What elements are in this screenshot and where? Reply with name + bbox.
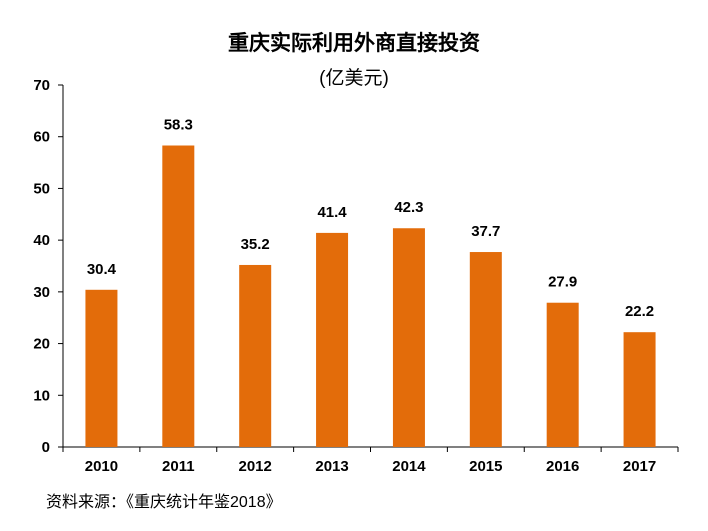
x-tick-label-2012: 2012 <box>239 458 272 475</box>
chart-title: 重庆实际利用外商直接投资 <box>228 32 480 55</box>
x-tick-label-2015: 2015 <box>469 458 502 475</box>
y-tick-label: 40 <box>33 232 50 249</box>
data-label-2010: 30.4 <box>87 261 117 278</box>
y-tick-label: 0 <box>42 439 50 456</box>
source-note: 资料来源：《重庆统计年鉴2018》 <box>46 494 282 511</box>
bar-2016 <box>546 302 579 447</box>
data-label-2017: 22.2 <box>625 303 654 320</box>
bar-2013 <box>316 232 349 447</box>
bar-2015 <box>469 252 502 447</box>
bar-2010 <box>85 289 118 447</box>
chart-bars <box>85 145 656 447</box>
bar-2017 <box>623 332 656 447</box>
x-tick-label-2010: 2010 <box>85 458 118 475</box>
data-label-2013: 41.4 <box>317 204 347 221</box>
y-tick-label: 20 <box>33 336 50 353</box>
bar-2011 <box>162 145 195 447</box>
y-tick-label: 70 <box>33 77 50 94</box>
x-tick-label-2013: 2013 <box>315 458 348 475</box>
x-tick-label-2014: 2014 <box>392 458 426 475</box>
x-tick-label-2017: 2017 <box>623 458 656 475</box>
bar-2014 <box>392 228 425 447</box>
data-label-2015: 37.7 <box>471 223 500 240</box>
data-label-2012: 35.2 <box>241 236 270 253</box>
bar-2012 <box>239 264 272 447</box>
data-label-2014: 42.3 <box>394 199 423 216</box>
y-tick-label: 10 <box>33 387 50 404</box>
x-tick-label-2016: 2016 <box>546 458 579 475</box>
data-label-2011: 58.3 <box>164 117 193 134</box>
y-tick-label: 30 <box>33 284 50 301</box>
chart-labels: 30.4 2010 58.3 2011 35.2 2012 41.4 2013 42.3 2014… <box>85 117 657 475</box>
chart-subtitle: (亿美元) <box>319 68 389 89</box>
chart-axes: 0 10 20 30 40 50 60 70 <box>33 77 679 456</box>
data-label-2016: 27.9 <box>548 274 577 291</box>
y-tick-label: 50 <box>33 180 50 197</box>
x-tick-label-2011: 2011 <box>162 458 195 475</box>
y-tick-label: 60 <box>33 129 50 146</box>
